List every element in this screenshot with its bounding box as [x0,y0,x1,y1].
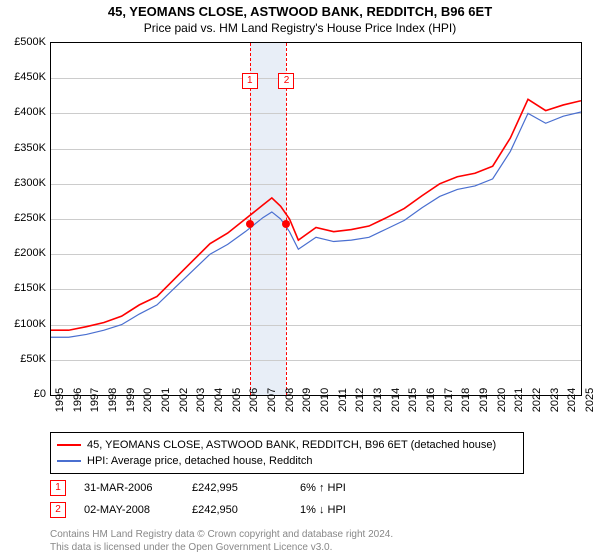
sale-marker-badge: 2 [278,73,294,89]
x-axis-label: 1997 [89,388,101,412]
chart-title: 45, YEOMANS CLOSE, ASTWOOD BANK, REDDITC… [0,0,600,19]
x-axis-label: 1995 [54,388,66,412]
x-axis-label: 2009 [301,388,313,412]
x-axis-label: 2020 [496,388,508,412]
chart-subtitle: Price paid vs. HM Land Registry's House … [0,19,600,39]
x-axis-label: 2004 [213,388,225,412]
sale-row-badge: 1 [50,480,66,496]
x-axis-label: 2014 [390,388,402,412]
sale-price: £242,950 [192,504,282,516]
x-axis-label: 2011 [337,388,349,412]
x-axis-label: 2018 [460,388,472,412]
legend-swatch [57,460,81,462]
series-hpi [51,112,581,337]
y-axis-label: £50K [4,353,46,365]
y-axis-label: £400K [4,106,46,118]
y-axis-label: £300K [4,177,46,189]
footer-line-2: This data is licensed under the Open Gov… [50,541,393,554]
sale-date: 02-MAY-2008 [84,504,174,516]
footer-attribution: Contains HM Land Registry data © Crown c… [50,528,393,554]
x-axis-label: 2013 [372,388,384,412]
footer-line-1: Contains HM Land Registry data © Crown c… [50,528,393,541]
x-axis-label: 1996 [72,388,84,412]
chart-container: 45, YEOMANS CLOSE, ASTWOOD BANK, REDDITC… [0,0,600,560]
x-axis-label: 2007 [266,388,278,412]
series-svg [51,43,581,395]
sale-row: 1 31-MAR-2006 £242,995 6% ↑ HPI [50,480,390,496]
x-axis-label: 2005 [231,388,243,412]
y-axis-label: £500K [4,36,46,48]
x-axis-label: 2008 [284,388,296,412]
sale-marker-dot [282,220,290,228]
legend-label: HPI: Average price, detached house, Redd… [87,453,312,469]
sale-marker-badge: 1 [242,73,258,89]
legend: 45, YEOMANS CLOSE, ASTWOOD BANK, REDDITC… [50,432,524,474]
x-axis-label: 2000 [142,388,154,412]
sale-price: £242,995 [192,482,282,494]
y-axis-label: £250K [4,212,46,224]
x-axis-label: 2025 [584,388,596,412]
x-axis-label: 2001 [160,388,172,412]
y-axis-label: £100K [4,318,46,330]
x-axis-label: 2002 [178,388,190,412]
x-axis-label: 2012 [354,388,366,412]
sale-delta: 6% ↑ HPI [300,482,390,494]
sale-delta: 1% ↓ HPI [300,504,390,516]
x-axis-label: 2024 [566,388,578,412]
x-axis-label: 2022 [531,388,543,412]
y-axis-label: £350K [4,142,46,154]
x-axis-label: 2016 [425,388,437,412]
legend-row: 45, YEOMANS CLOSE, ASTWOOD BANK, REDDITC… [57,437,517,453]
legend-row: HPI: Average price, detached house, Redd… [57,453,517,469]
x-axis-label: 2021 [513,388,525,412]
legend-swatch [57,444,81,446]
x-axis-label: 2010 [319,388,331,412]
y-axis-label: £200K [4,247,46,259]
x-axis-label: 2003 [195,388,207,412]
x-axis-label: 2019 [478,388,490,412]
sale-marker-dot [246,220,254,228]
x-axis-label: 2006 [248,388,260,412]
x-axis-label: 2017 [443,388,455,412]
x-axis-label: 1998 [107,388,119,412]
legend-label: 45, YEOMANS CLOSE, ASTWOOD BANK, REDDITC… [87,437,496,453]
plot-area: 12 [50,42,582,396]
x-axis-label: 2015 [407,388,419,412]
sale-row: 2 02-MAY-2008 £242,950 1% ↓ HPI [50,502,390,518]
y-axis-label: £450K [4,71,46,83]
series-property [51,99,581,330]
x-axis-label: 2023 [549,388,561,412]
y-axis-label: £0 [4,388,46,400]
sale-date: 31-MAR-2006 [84,482,174,494]
sale-row-badge: 2 [50,502,66,518]
x-axis-label: 1999 [125,388,137,412]
y-axis-label: £150K [4,282,46,294]
